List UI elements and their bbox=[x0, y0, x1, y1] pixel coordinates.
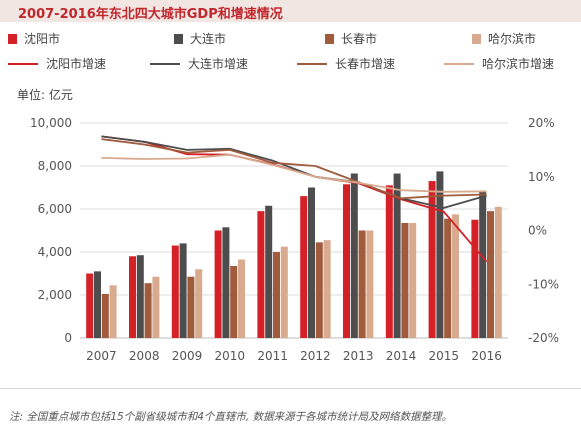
legend-swatch-dalian bbox=[174, 34, 183, 44]
bar bbox=[444, 218, 452, 338]
y-left-tick-label: 6,000 bbox=[38, 202, 72, 216]
bar bbox=[323, 240, 331, 338]
x-tick-label: 2014 bbox=[386, 349, 417, 363]
legend-label-harbin-growth: 哈尔滨市增速 bbox=[482, 57, 555, 71]
bar bbox=[94, 271, 101, 338]
bar bbox=[265, 205, 273, 338]
bar bbox=[366, 230, 374, 338]
legend-label-dalian-growth: 大连市增速 bbox=[188, 57, 249, 71]
bar bbox=[144, 283, 152, 338]
y-left-tick-label: 0 bbox=[64, 331, 72, 345]
bar bbox=[452, 214, 459, 338]
legend-label-harbin: 哈尔滨市 bbox=[488, 32, 537, 46]
y-left-tick-label: 10,000 bbox=[30, 116, 72, 130]
y-right-tick-label: 10% bbox=[528, 170, 555, 184]
bar bbox=[409, 222, 417, 338]
bar bbox=[129, 256, 136, 338]
bar bbox=[385, 185, 393, 338]
bar bbox=[230, 265, 238, 338]
bar bbox=[428, 181, 436, 338]
chart-title: 2007-2016年东北四大城市GDP和增速情况 bbox=[18, 7, 283, 22]
x-tick-label: 2012 bbox=[300, 349, 331, 363]
bar bbox=[222, 227, 230, 338]
bar bbox=[214, 230, 222, 338]
x-tick-label: 2009 bbox=[172, 349, 203, 363]
legend: 沈阳市 大连市 长春市 哈尔滨市 沈阳市增速 大连市增速 长春市增速 哈尔滨市增… bbox=[0, 26, 581, 76]
bar bbox=[171, 245, 179, 338]
y-left-tick-label: 8,000 bbox=[38, 159, 72, 173]
legend-label-shenyang-growth: 沈阳市增速 bbox=[46, 57, 107, 71]
bar bbox=[343, 184, 350, 338]
y-left-tick-label: 2,000 bbox=[38, 288, 72, 302]
y-left-tick-label: 4,000 bbox=[38, 245, 72, 259]
bar bbox=[401, 222, 409, 338]
bar bbox=[280, 246, 288, 338]
series-line bbox=[101, 135, 487, 209]
bar bbox=[195, 269, 203, 338]
series-line bbox=[101, 138, 487, 200]
bar bbox=[436, 171, 444, 338]
bar bbox=[109, 285, 117, 338]
bar bbox=[187, 276, 195, 338]
chart-canvas: 0 2,000 4,000 6,000 8,000 10,000 -20% -10% 0% 10%… bbox=[30, 116, 559, 363]
x-tick-label: 2015 bbox=[429, 349, 460, 363]
bar bbox=[238, 259, 245, 338]
legend-line-changchun-growth bbox=[297, 63, 327, 65]
x-tick-label: 2007 bbox=[86, 349, 117, 363]
legend-line-dalian-growth bbox=[150, 63, 180, 65]
title-bar: 2007-2016年东北四大城市GDP和增速情况 bbox=[0, 0, 581, 22]
bar bbox=[393, 173, 401, 338]
footnote: 注: 全国重点城市包括15个副省级城市和4个直辖市, 数据来源于各城市统计局及网… bbox=[9, 411, 453, 423]
y-right-tick-label: -10% bbox=[528, 277, 559, 291]
bar bbox=[358, 230, 366, 338]
legend-swatch-shenyang bbox=[8, 34, 17, 44]
y-right-tick-label: 0% bbox=[528, 224, 547, 238]
x-tick-label: 2008 bbox=[129, 349, 160, 363]
bar bbox=[152, 276, 160, 338]
bar bbox=[300, 196, 308, 338]
bar bbox=[471, 219, 479, 338]
legend-swatch-harbin bbox=[472, 34, 481, 44]
bar bbox=[101, 293, 109, 338]
legend-line-harbin-growth bbox=[444, 63, 474, 65]
bar bbox=[487, 211, 494, 338]
legend-label-changchun-growth: 长春市增速 bbox=[335, 57, 396, 71]
legend-label-dalian: 大连市 bbox=[190, 32, 227, 46]
bar bbox=[273, 252, 280, 338]
legend-label-changchun: 长春市 bbox=[341, 32, 378, 46]
y-right-tick-label: -20% bbox=[528, 331, 559, 345]
x-tick-label: 2011 bbox=[257, 349, 288, 363]
legend-swatch-changchun bbox=[325, 34, 334, 44]
x-tick-label: 2013 bbox=[343, 349, 374, 363]
bar bbox=[257, 211, 265, 338]
bar bbox=[136, 255, 144, 338]
series-line bbox=[101, 153, 487, 193]
footer-divider bbox=[0, 388, 581, 389]
bar bbox=[86, 273, 94, 338]
bar bbox=[479, 191, 487, 338]
bar bbox=[350, 173, 358, 338]
legend-line-shenyang-growth bbox=[8, 63, 38, 65]
y-right-tick-label: 20% bbox=[528, 116, 555, 130]
unit-label: 单位: 亿元 bbox=[17, 88, 73, 102]
legend-label-shenyang: 沈阳市 bbox=[24, 32, 61, 46]
x-tick-label: 2016 bbox=[471, 349, 502, 363]
bar bbox=[494, 206, 502, 338]
x-tick-label: 2010 bbox=[215, 349, 246, 363]
bar bbox=[315, 242, 323, 338]
bar bbox=[179, 243, 187, 338]
bar bbox=[308, 187, 315, 338]
